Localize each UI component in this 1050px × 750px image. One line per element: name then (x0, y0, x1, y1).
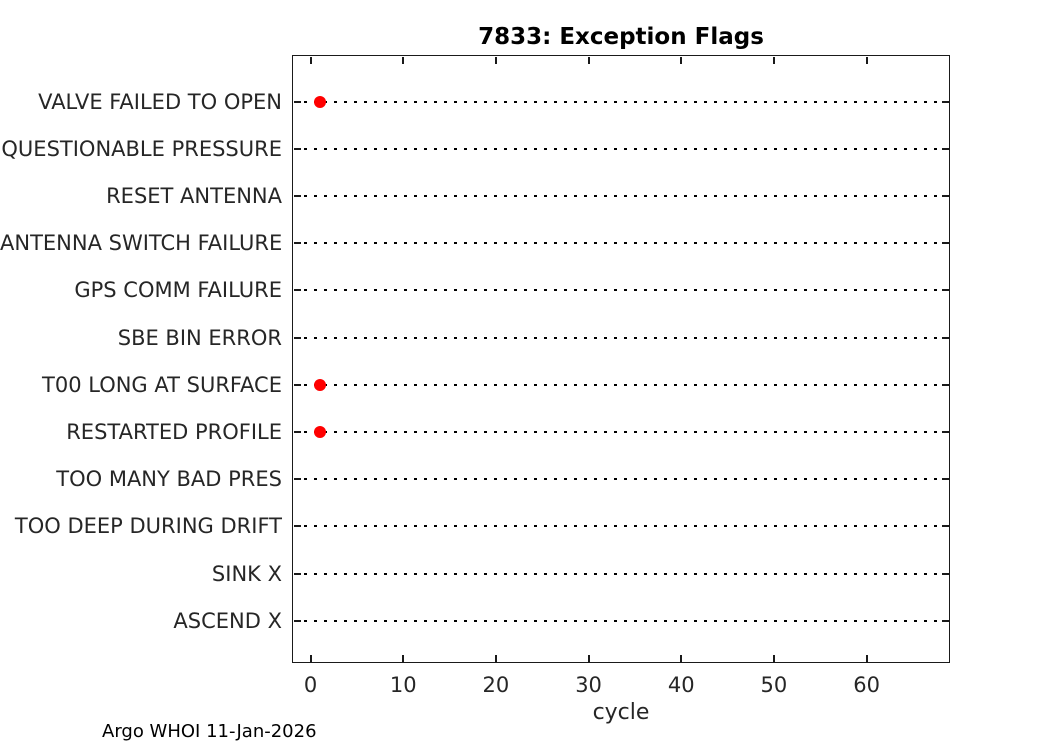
data-point-marker (313, 95, 326, 108)
y-tick-right (941, 242, 949, 245)
x-tick-top (680, 56, 683, 64)
x-tick-bottom (865, 654, 868, 662)
x-tick-top (309, 56, 312, 64)
y-tick-right (941, 619, 949, 622)
y-tick-right (941, 147, 949, 150)
x-tick-label: 60 (853, 673, 880, 697)
y-tick-right (941, 525, 949, 528)
x-tick-bottom (680, 654, 683, 662)
y-tick-right (941, 336, 949, 339)
y-tick-left (293, 619, 301, 622)
grid-line (293, 478, 949, 481)
x-tick-bottom (772, 654, 775, 662)
data-point-marker (313, 378, 326, 391)
x-tick-top (587, 56, 590, 64)
y-tick-right (941, 100, 949, 103)
grid-line (293, 572, 949, 575)
grid-line (293, 336, 949, 339)
x-tick-bottom (309, 654, 312, 662)
grid-line (293, 100, 949, 103)
y-tick-left (293, 383, 301, 386)
y-tick-left (293, 430, 301, 433)
y-tick-left (293, 194, 301, 197)
x-tick-label: 10 (389, 673, 417, 697)
x-tick-top (865, 56, 868, 64)
y-tick-right (941, 194, 949, 197)
data-point-marker (313, 425, 326, 438)
plot-area (292, 55, 950, 663)
y-tick-left (293, 525, 301, 528)
grid-line (293, 430, 949, 433)
y-tick-left (293, 289, 301, 292)
y-axis-category-label: SINK X (211, 561, 282, 586)
y-axis-category-label: TOO MANY BAD PRES (56, 467, 282, 492)
grid-line (293, 289, 949, 292)
x-tick-label: 30 (575, 673, 602, 697)
grid-line (293, 147, 949, 150)
y-tick-left (293, 336, 301, 339)
grid-line (293, 383, 949, 386)
y-tick-right (941, 430, 949, 433)
y-tick-left (293, 100, 301, 103)
y-tick-right (941, 289, 949, 292)
y-axis-category-label: GPS COMM FAILURE (74, 278, 282, 303)
y-axis-category-label: RESTARTED PROFILE (66, 419, 282, 444)
y-axis-category-label: SBE BIN ERROR (117, 325, 282, 350)
y-tick-right (941, 383, 949, 386)
grid-line (293, 525, 949, 528)
y-axis-category-label: T00 LONG AT SURFACE (42, 372, 282, 397)
y-axis-category-label: VALVE FAILED TO OPEN (38, 89, 282, 114)
y-axis-category-label: RESET ANTENNA (106, 183, 282, 208)
footer-credit: Argo WHOI 11-Jan-2026 (102, 721, 317, 742)
x-tick-top (494, 56, 497, 64)
grid-line (293, 619, 949, 622)
x-tick-bottom (587, 654, 590, 662)
y-tick-right (941, 478, 949, 481)
x-tick-bottom (402, 654, 405, 662)
y-tick-left (293, 572, 301, 575)
x-tick-label: 0 (303, 673, 318, 697)
x-tick-label: 20 (482, 673, 510, 697)
x-tick-bottom (494, 654, 497, 662)
grid-line (293, 242, 949, 245)
x-tick-label: 40 (667, 673, 695, 697)
y-tick-left (293, 242, 301, 245)
x-tick-label: 50 (760, 673, 788, 697)
y-axis-category-label: TOO DEEP DURING DRIFT (14, 514, 282, 539)
x-tick-top (772, 56, 775, 64)
x-tick-top (402, 56, 405, 64)
y-axis-category-label: ANTENNA SWITCH FAILURE (0, 231, 283, 256)
y-tick-right (941, 572, 949, 575)
y-tick-left (293, 147, 301, 150)
x-axis-label: cycle (592, 700, 650, 725)
y-axis-category-label: ASCEND X (173, 608, 282, 633)
grid-line (293, 194, 949, 197)
y-tick-left (293, 478, 301, 481)
chart-title: 7833: Exception Flags (478, 24, 764, 50)
y-axis-category-label: QUESTIONABLE PRESSURE (1, 136, 282, 161)
